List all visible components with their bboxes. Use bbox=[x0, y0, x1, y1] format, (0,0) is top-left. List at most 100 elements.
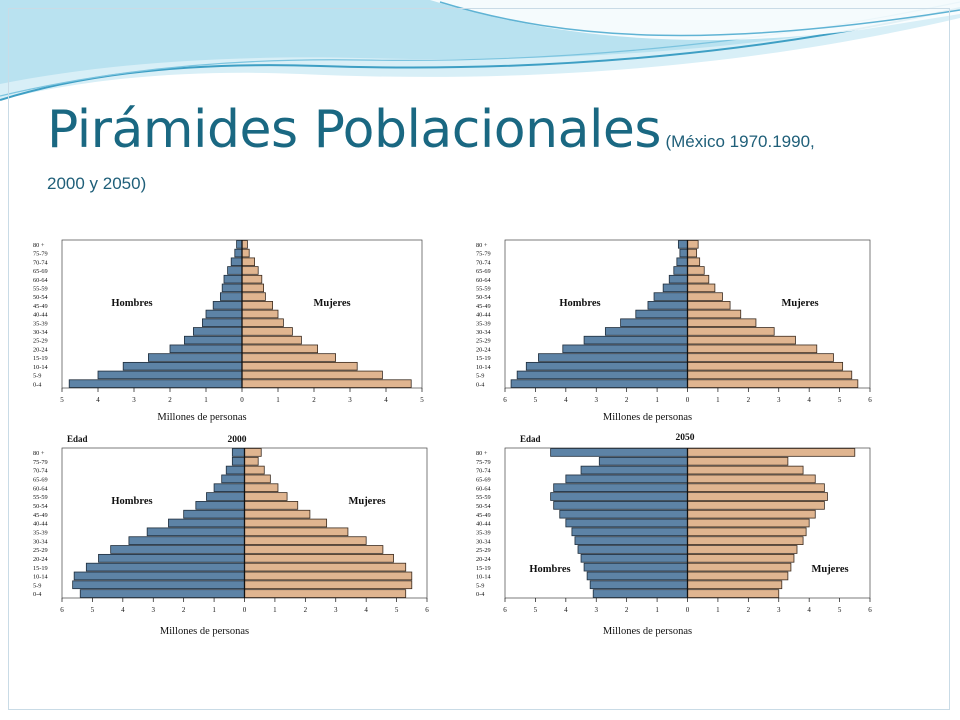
female-bar bbox=[244, 509, 311, 519]
age-group-label: 75-79 bbox=[476, 459, 491, 466]
age-group-label: 0-4 bbox=[476, 591, 485, 598]
female-bar bbox=[687, 545, 798, 554]
female-bar bbox=[687, 335, 796, 345]
female-bar bbox=[687, 589, 780, 598]
x-tick-label: 3 bbox=[152, 606, 156, 614]
male-bar bbox=[231, 456, 245, 466]
male-bar bbox=[598, 456, 688, 466]
pyramid-chart-2000: 80 + 75-79 70-74 65-69 60-64 55-59 50-54 45-49 4… bbox=[27, 430, 437, 640]
male-bar bbox=[592, 589, 688, 598]
female-bar bbox=[244, 536, 367, 545]
male-bar bbox=[236, 240, 243, 249]
male-bar bbox=[553, 483, 688, 493]
female-bar bbox=[241, 327, 293, 336]
male-bar bbox=[589, 580, 688, 590]
age-group-label: 20-24 bbox=[33, 346, 49, 353]
male-bar bbox=[562, 344, 688, 354]
male-bar bbox=[647, 301, 688, 310]
age-group-label: 40-44 bbox=[476, 312, 492, 319]
slide-title-block: Pirámides Poblacionales (México 1970.199… bbox=[47, 100, 927, 160]
male-bar bbox=[98, 553, 245, 563]
female-bar bbox=[241, 370, 383, 380]
age-group-label: 20-24 bbox=[33, 556, 49, 563]
female-label: Mujeres bbox=[313, 298, 350, 309]
x-tick-label: 0 bbox=[686, 396, 690, 404]
female-bar bbox=[687, 370, 853, 380]
male-bar bbox=[73, 571, 245, 581]
age-group-label: 45-49 bbox=[33, 303, 48, 310]
female-bar bbox=[687, 309, 742, 319]
pyramid-chart-1990: 80 + 75-79 70-74 65-69 60-64 55-59 50-54 45-49 4… bbox=[470, 236, 880, 424]
age-group-label: 80 + bbox=[33, 450, 45, 457]
x-tick-label: 1 bbox=[273, 606, 277, 614]
age-group-label: 80 + bbox=[33, 242, 45, 249]
x-tick-label: 2 bbox=[625, 396, 629, 404]
female-bar bbox=[687, 248, 698, 258]
female-bar bbox=[687, 492, 828, 501]
female-bar bbox=[244, 545, 384, 554]
x-tick-label: 4 bbox=[96, 396, 100, 404]
x-tick-label: 3 bbox=[595, 396, 599, 404]
age-group-label: 75-79 bbox=[33, 459, 48, 466]
male-bar bbox=[85, 562, 245, 572]
age-group-label: 5-9 bbox=[33, 582, 41, 589]
female-bar bbox=[241, 240, 248, 249]
x-tick-label: 3 bbox=[777, 396, 781, 404]
female-bar bbox=[687, 501, 825, 510]
age-group-label: 35-39 bbox=[33, 320, 48, 327]
male-bar bbox=[97, 370, 243, 380]
slide-subtitle-line1: (México 1970.1990, bbox=[665, 132, 815, 151]
female-bar bbox=[244, 483, 279, 493]
age-group-label: 70-74 bbox=[476, 468, 492, 475]
x-tick-label: 2 bbox=[168, 396, 172, 404]
x-tick-label: 5 bbox=[395, 606, 399, 614]
age-group-label: 70-74 bbox=[33, 468, 49, 475]
x-tick-label: 0 bbox=[686, 606, 690, 614]
female-bar bbox=[241, 318, 284, 327]
x-tick-label: 3 bbox=[132, 396, 136, 404]
age-axis-label: Edad bbox=[520, 434, 541, 444]
age-group-label: 0-4 bbox=[33, 381, 42, 388]
x-tick-label: 3 bbox=[777, 606, 781, 614]
female-bar bbox=[687, 327, 775, 336]
female-bar bbox=[241, 257, 256, 267]
x-tick-label: 6 bbox=[60, 606, 64, 614]
x-tick-label: 3 bbox=[595, 606, 599, 614]
male-bar bbox=[231, 448, 245, 457]
x-tick-label: 5 bbox=[420, 396, 424, 404]
age-group-label: 30-34 bbox=[33, 329, 49, 336]
age-group-label: 50-54 bbox=[476, 294, 492, 301]
female-bar bbox=[241, 335, 302, 345]
female-bar bbox=[687, 240, 699, 249]
female-bar bbox=[244, 474, 271, 484]
female-bar bbox=[241, 344, 318, 354]
x-tick-label: 2 bbox=[625, 606, 629, 614]
female-bar bbox=[244, 518, 328, 528]
x-tick-label: 5 bbox=[534, 606, 538, 614]
header-wave-decoration bbox=[0, 0, 960, 101]
male-bar bbox=[565, 474, 688, 484]
age-group-label: 45-49 bbox=[476, 512, 491, 519]
male-bar bbox=[110, 545, 245, 554]
female-bar bbox=[687, 292, 723, 301]
male-bar bbox=[673, 266, 688, 275]
age-group-label: 40-44 bbox=[476, 521, 492, 528]
slide-frame bbox=[8, 8, 950, 710]
male-bar bbox=[234, 248, 243, 258]
male-bar bbox=[525, 361, 688, 371]
male-bar bbox=[219, 292, 243, 301]
x-tick-label: 1 bbox=[204, 396, 208, 404]
male-bar bbox=[553, 501, 688, 510]
age-group-label: 0-4 bbox=[476, 381, 485, 388]
slide-title: Pirámides Poblacionales bbox=[47, 100, 661, 160]
age-group-label: 15-19 bbox=[33, 565, 48, 572]
age-group-label: 60-64 bbox=[476, 485, 492, 492]
male-bar bbox=[225, 465, 245, 475]
x-tick-label: 2 bbox=[312, 396, 316, 404]
female-bar bbox=[244, 456, 259, 466]
female-bar bbox=[244, 448, 262, 457]
male-bar bbox=[192, 327, 243, 336]
male-bar bbox=[213, 483, 245, 493]
age-group-label: 65-69 bbox=[33, 268, 48, 275]
male-bar bbox=[604, 327, 688, 336]
